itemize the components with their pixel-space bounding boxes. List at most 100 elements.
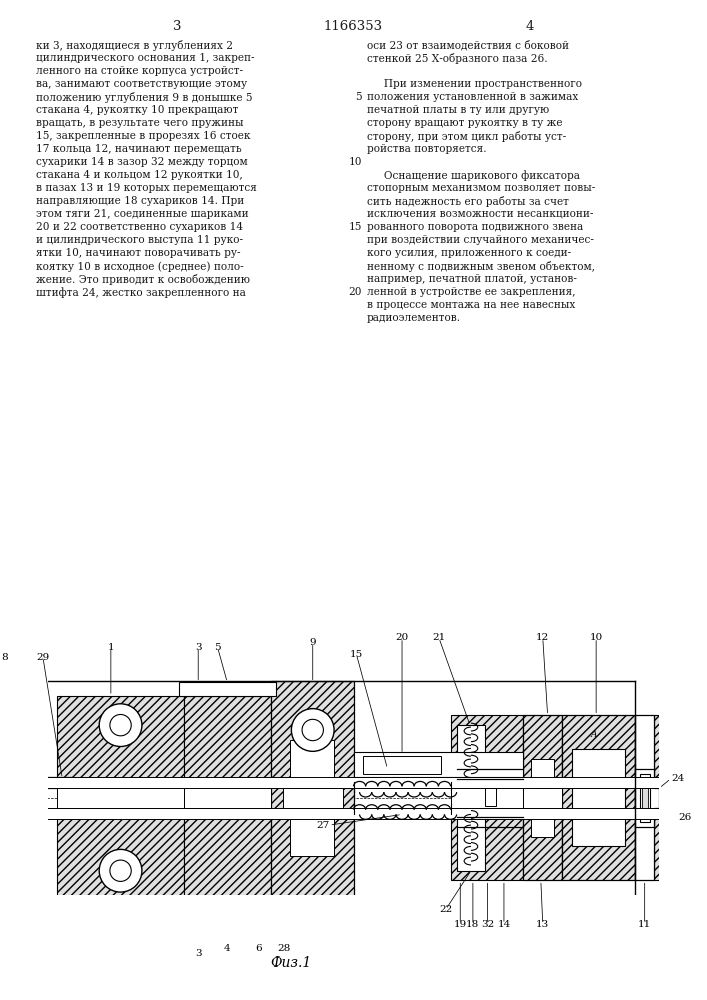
Circle shape [99, 704, 142, 746]
Text: 20 и 22 соответственно сухариков 14: 20 и 22 соответственно сухариков 14 [36, 222, 243, 232]
Text: 14: 14 [497, 920, 510, 929]
Text: и цилиндрического выступа 11 руко-: и цилиндрического выступа 11 руко- [36, 235, 243, 245]
Text: 20: 20 [395, 633, 409, 642]
Text: 5: 5 [356, 92, 362, 102]
Text: ленной в устройстве ее закрепления,: ленной в устройстве ее закрепления, [367, 287, 575, 297]
Text: 19: 19 [454, 920, 467, 929]
Bar [655, 715, 674, 880]
Bar [562, 715, 635, 880]
Text: 4: 4 [224, 944, 230, 953]
Circle shape [0, 746, 2, 756]
Text: 15, закрепленные в прорезях 16 стоек: 15, закрепленные в прорезях 16 стоек [36, 131, 250, 141]
Bar [184, 696, 271, 788]
Polygon shape [0, 763, 7, 784]
Bar [57, 808, 184, 900]
Text: 27: 27 [316, 821, 329, 830]
Text: печатной платы в ту или другую: печатной платы в ту или другую [367, 105, 549, 115]
Text: ятки 10, начинают поворачивать ру-: ятки 10, начинают поворачивать ру- [36, 248, 240, 258]
Text: в пазах 13 и 19 которых перемещаются: в пазах 13 и 19 которых перемещаются [36, 183, 257, 193]
Text: стакана 4, рукоятку 10 прекращают: стакана 4, рукоятку 10 прекращают [36, 105, 238, 115]
Bar [291, 740, 334, 788]
Text: ленного на стойке корпуса устройст-: ленного на стойке корпуса устройст- [36, 66, 243, 76]
Text: 32: 32 [481, 920, 494, 929]
Bar [0, 808, 659, 819]
Bar [0, 777, 659, 788]
Text: радиоэлементов.: радиоэлементов. [367, 313, 461, 323]
Bar [523, 786, 562, 808]
Circle shape [302, 719, 323, 741]
Text: A: A [300, 730, 306, 739]
Bar [572, 749, 625, 846]
Text: жение. Это приводит к освобождению: жение. Это приводит к освобождению [36, 274, 250, 285]
Text: 29: 29 [36, 653, 49, 662]
Text: в процессе монтажа на нее навесных: в процессе монтажа на нее навесных [367, 300, 575, 310]
Text: 26: 26 [679, 813, 692, 822]
Text: рованного поворота подвижного звена: рованного поворота подвижного звена [367, 222, 583, 232]
Text: При изменении пространственного: При изменении пространственного [367, 79, 582, 89]
Circle shape [99, 849, 142, 892]
Text: положению углубления 9 в донышке 5: положению углубления 9 в донышке 5 [36, 92, 252, 103]
Bar [0, 724, 7, 763]
Bar [635, 715, 655, 880]
Text: 22: 22 [439, 905, 452, 914]
Text: A: A [591, 730, 597, 739]
Bar [531, 808, 554, 837]
Text: 28: 28 [277, 944, 291, 953]
Text: 3: 3 [195, 949, 201, 958]
Text: вращать, в результате чего пружины: вращать, в результате чего пружины [36, 118, 243, 128]
Bar [0, 788, 9, 876]
Text: 1: 1 [107, 643, 114, 652]
Circle shape [110, 860, 132, 881]
Text: сить надежность его работы за счет: сить надежность его работы за счет [367, 196, 569, 207]
Bar [457, 812, 484, 871]
Text: 11: 11 [638, 920, 651, 929]
Text: 9: 9 [310, 638, 316, 647]
Bar [57, 696, 184, 788]
Bar [642, 779, 648, 817]
Text: штифта 24, жестко закрепленного на: штифта 24, жестко закрепленного на [36, 287, 246, 298]
Bar [531, 759, 554, 788]
Text: 10: 10 [349, 157, 362, 167]
Bar [354, 752, 523, 777]
Text: ненному с подвижным звеном объектом,: ненному с подвижным звеном объектом, [367, 261, 595, 272]
Bar [179, 900, 276, 913]
Bar [271, 681, 354, 914]
Text: стопорным механизмом позволяет повы-: стопорным механизмом позволяет повы- [367, 183, 595, 193]
Text: положения установленной в зажимах: положения установленной в зажимах [367, 92, 578, 102]
Bar [0, 714, 2, 724]
Bar [283, 786, 343, 808]
Text: 13: 13 [536, 920, 549, 929]
Text: при воздействии случайного механичес-: при воздействии случайного механичес- [367, 235, 594, 245]
Text: оси 23 от взаимодействия с боковой: оси 23 от взаимодействия с боковой [367, 40, 569, 51]
Bar [57, 786, 184, 808]
Bar [450, 715, 523, 788]
Text: ройства повторяется.: ройства повторяется. [367, 144, 486, 154]
Text: 3: 3 [195, 643, 201, 652]
Polygon shape [0, 876, 4, 895]
Bar [0, 680, 7, 714]
Text: стакана 4 и кольцом 12 рукоятки 10,: стакана 4 и кольцом 12 рукоятки 10, [36, 170, 243, 180]
Text: 5: 5 [214, 643, 221, 652]
Polygon shape [0, 803, 4, 876]
Text: 10: 10 [590, 633, 603, 642]
Polygon shape [0, 672, 4, 680]
Text: сторону вращают рукоятку в ту же: сторону вращают рукоятку в ту же [367, 118, 563, 128]
Text: 24: 24 [671, 774, 684, 783]
Text: цилиндрического основания 1, закреп-: цилиндрического основания 1, закреп- [36, 53, 255, 63]
Bar [450, 808, 523, 880]
Text: 18: 18 [466, 920, 479, 929]
Circle shape [291, 709, 334, 751]
Text: Оснащение шарикового фиксатора: Оснащение шарикового фиксатора [367, 170, 580, 181]
Bar [0, 777, 72, 788]
Bar [523, 715, 562, 880]
Text: Физ.1: Физ.1 [270, 956, 311, 970]
Text: 4: 4 [526, 19, 534, 32]
Text: сухарики 14 в зазор 32 между торцом: сухарики 14 в зазор 32 между торцом [36, 157, 247, 167]
Text: 15: 15 [350, 650, 363, 659]
Bar [450, 786, 523, 808]
Bar [184, 808, 271, 900]
Text: например, печатной платой, установ-: например, печатной платой, установ- [367, 274, 577, 284]
Text: 8: 8 [1, 653, 7, 662]
Text: 17 кольца 12, начинают перемещать: 17 кольца 12, начинают перемещать [36, 144, 242, 154]
Circle shape [110, 714, 132, 736]
